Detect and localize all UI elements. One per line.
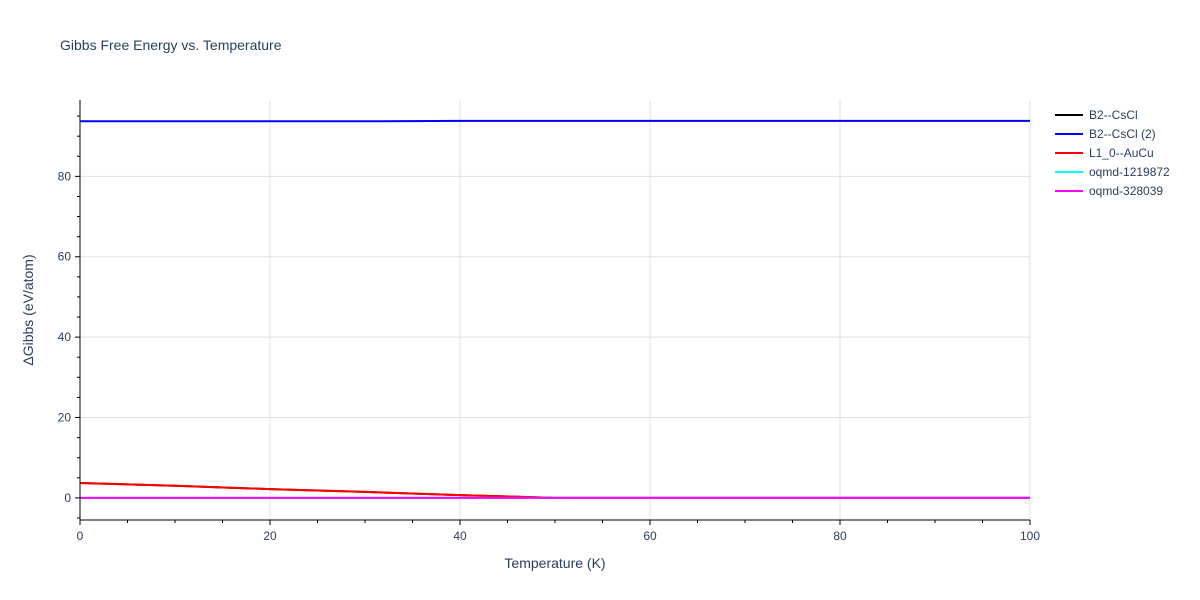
- x-tick-label: 80: [833, 529, 847, 543]
- legend-item[interactable]: oqmd-328039: [1055, 184, 1163, 198]
- legend-item[interactable]: B2--CsCl: [1055, 108, 1138, 122]
- legend-item[interactable]: B2--CsCl (2): [1055, 127, 1156, 141]
- y-tick-label: 0: [64, 491, 71, 505]
- x-tick-label: 100: [1020, 529, 1040, 543]
- legend-label: B2--CsCl (2): [1089, 127, 1156, 141]
- axes: [75, 100, 1031, 525]
- series-line: [79, 482, 1030, 499]
- legend-label: B2--CsCl: [1089, 108, 1138, 122]
- x-tick-label: 20: [263, 529, 277, 543]
- grid: [80, 100, 1031, 520]
- y-axis-title: ΔGibbs (eV/atom): [20, 254, 36, 365]
- x-tick-label: 40: [453, 529, 467, 543]
- tick-labels: 0 20 40 60 80 100 0 20 40 60 80: [58, 169, 1041, 543]
- y-tick-label: 20: [58, 411, 72, 425]
- legend[interactable]: B2--CsCl B2--CsCl (2) L1_0--AuCu oqmd-12198…: [1055, 108, 1170, 198]
- legend-label: oqmd-1219872: [1089, 165, 1170, 179]
- series-lines: [79, 119, 1030, 499]
- y-tick-label: 40: [58, 330, 72, 344]
- x-tick-label: 60: [643, 529, 657, 543]
- legend-label: oqmd-328039: [1089, 184, 1163, 198]
- y-tick-label: 60: [58, 250, 72, 264]
- chart-title: Gibbs Free Energy vs. Temperature: [60, 37, 282, 53]
- legend-item[interactable]: L1_0--AuCu: [1055, 146, 1154, 160]
- x-axis-title: Temperature (K): [504, 555, 605, 571]
- x-tick-label: 0: [77, 529, 84, 543]
- legend-label: L1_0--AuCu: [1089, 146, 1154, 160]
- legend-item[interactable]: oqmd-1219872: [1055, 165, 1170, 179]
- y-tick-label: 80: [58, 169, 72, 183]
- series-line: [79, 482, 1030, 499]
